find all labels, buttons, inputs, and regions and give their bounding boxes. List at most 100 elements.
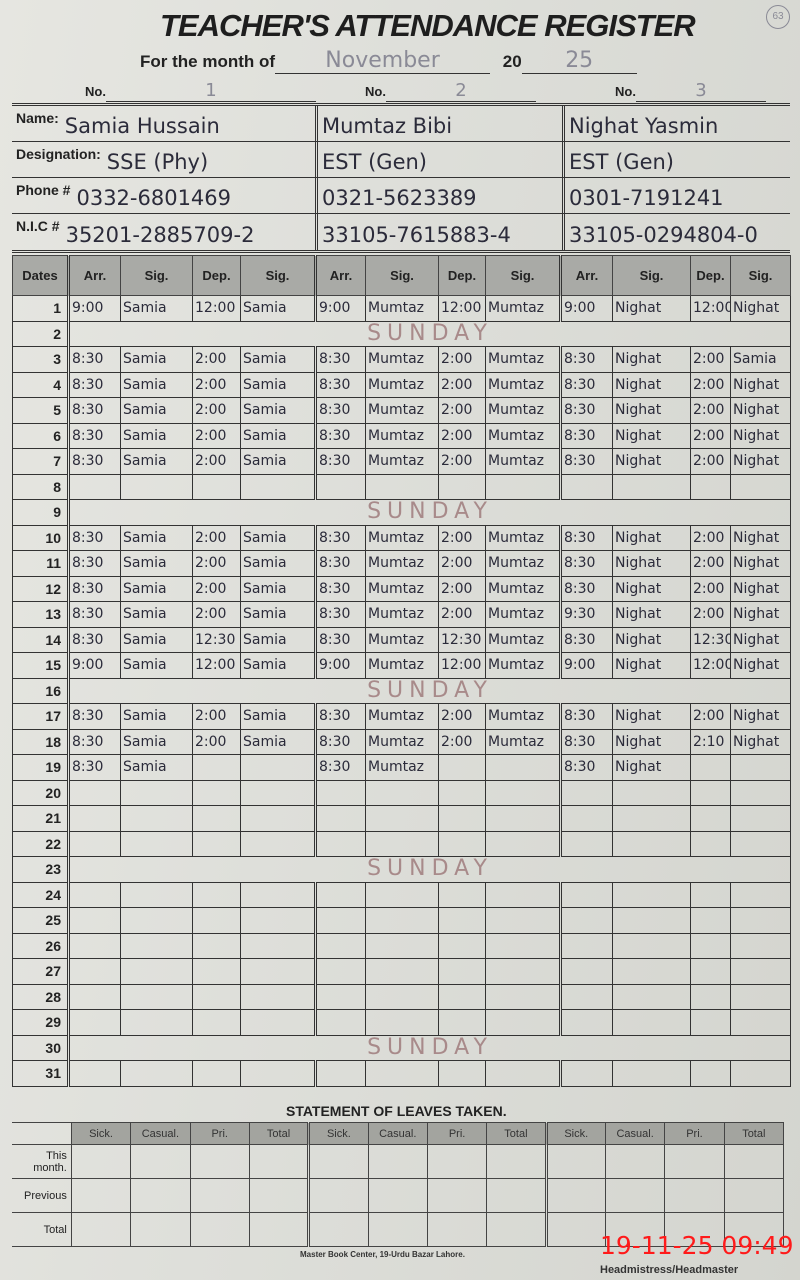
arrival-cell — [560, 1060, 613, 1087]
date-cell: 25 — [12, 907, 70, 934]
arrival-cell — [560, 932, 613, 959]
arrival-cell: 8:30 — [315, 371, 366, 398]
departure-cell: 2:00 — [192, 703, 241, 730]
departure-sig-cell — [485, 932, 562, 959]
phone-label: Phone # — [16, 182, 71, 198]
departure-sig-cell — [240, 958, 317, 985]
attendance-row: 11 8:30 Samia 2:00 Samia 8:30 Mumtaz 2:00 Mumtaz… — [12, 550, 791, 577]
attendance-row: 9 SUNDAY — [12, 499, 791, 526]
leave-cell — [545, 1144, 606, 1179]
arrival-cell: 8:30 — [68, 601, 121, 628]
date-cell: 6 — [12, 422, 70, 449]
leave-cell — [664, 1144, 725, 1179]
departure-sig-cell — [730, 1060, 791, 1087]
leave-cell — [367, 1212, 428, 1247]
info-row-nic: N.I.C # 35201-2885709-2 33105-7615883-4 331… — [12, 214, 790, 250]
departure-cell — [690, 1060, 731, 1087]
arrival-cell — [68, 779, 121, 806]
arrival-sig-cell: Samia — [120, 550, 193, 577]
arrival-sig-cell — [612, 881, 691, 908]
date-cell: 7 — [12, 448, 70, 475]
attendance-row: 6 8:30 Samia 2:00 Samia 8:30 Mumtaz 2:00 Mumtaz 8… — [12, 422, 791, 449]
arrival-cell — [68, 805, 121, 832]
departure-sig-cell: Nighat — [730, 575, 791, 602]
arrival-cell — [315, 1060, 366, 1087]
arrival-cell: 8:30 — [315, 422, 366, 449]
info-cell: EST (Gen) — [318, 142, 565, 177]
departure-sig-cell — [730, 830, 791, 857]
departure-cell: 2:00 — [192, 422, 241, 449]
info-cell: 0301-7191241 — [565, 178, 790, 213]
departure-sig-cell — [485, 1009, 562, 1036]
departure-cell — [438, 1060, 486, 1087]
leave-cell — [130, 1144, 191, 1179]
departure-cell — [438, 983, 486, 1010]
arrival-sig-cell: Samia — [120, 754, 193, 781]
teacher-name: Samia Hussain — [64, 114, 220, 138]
no-label: No. — [365, 84, 386, 99]
arrival-cell — [68, 830, 121, 857]
departure-cell — [438, 1009, 486, 1036]
departure-sig-cell: Samia — [240, 346, 317, 373]
departure-sig-cell — [240, 932, 317, 959]
teacher-phone: 0332-6801469 — [76, 186, 232, 210]
arrival-sig-cell — [120, 1009, 193, 1036]
leaves-table: Sick. Casual. Pri. Total Sick. Casual. Pri. Tot… — [12, 1122, 785, 1247]
departure-cell: 2:00 — [438, 397, 486, 424]
departure-sig-cell: Nighat — [730, 524, 791, 551]
column-header: Sig. — [485, 255, 562, 296]
arrival-sig-cell — [120, 805, 193, 832]
leave-cell — [70, 1144, 132, 1179]
date-cell: 9 — [12, 499, 70, 526]
teacher-phone: 0321-5623389 — [322, 186, 477, 210]
arrival-cell: 9:00 — [315, 652, 366, 679]
departure-sig-cell: Samia — [240, 575, 317, 602]
arrival-sig-cell: Nighat — [612, 754, 691, 781]
date-cell: 2 — [12, 320, 70, 347]
attendance-row: 1 9:00 Samia 12:00 Samia 9:00 Mumtaz 12:00 Mumta… — [12, 295, 791, 322]
arrival-sig-cell — [365, 907, 439, 934]
no-label: No. — [615, 84, 636, 99]
departure-cell — [690, 932, 731, 959]
arrival-sig-cell: Nighat — [612, 397, 691, 424]
info-cell: 33105-0294804-0 — [565, 214, 790, 250]
attendance-row: 17 8:30 Samia 2:00 Samia 8:30 Mumtaz 2:00 Mumtaz… — [12, 703, 791, 730]
info-row-designation: Designation: SSE (Phy) EST (Gen) EST (Gen) — [12, 142, 790, 178]
arrival-sig-cell: Mumtaz — [365, 652, 439, 679]
arrival-cell: 8:30 — [560, 422, 613, 449]
attendance-row: 25 — [12, 907, 791, 934]
arrival-cell: 8:30 — [315, 448, 366, 475]
departure-cell — [690, 958, 731, 985]
arrival-sig-cell: Mumtaz — [365, 448, 439, 475]
departure-cell — [438, 805, 486, 832]
date-cell: 4 — [12, 371, 70, 398]
leave-column-header: Casual. — [604, 1122, 666, 1145]
arrival-sig-cell — [120, 881, 193, 908]
arrival-cell — [315, 932, 366, 959]
arrival-sig-cell: Samia — [120, 397, 193, 424]
departure-cell: 2:00 — [192, 550, 241, 577]
departure-cell: 2:00 — [438, 703, 486, 730]
leave-cell — [308, 1178, 369, 1213]
departure-sig-cell — [240, 1009, 317, 1036]
departure-sig-cell: Samia — [240, 601, 317, 628]
column-header: Dep. — [192, 255, 241, 296]
arrival-sig-cell — [612, 473, 691, 500]
leaves-title: STATEMENT OF LEAVES TAKEN. — [286, 1103, 507, 1119]
info-cell: N.I.C # 35201-2885709-2 — [12, 214, 318, 250]
leave-cell — [130, 1178, 191, 1213]
departure-sig-cell: Mumtaz — [485, 448, 562, 475]
arrival-cell — [560, 805, 613, 832]
departure-cell: 2:00 — [690, 346, 731, 373]
leave-column-header: Casual. — [130, 1122, 191, 1145]
arrival-cell: 8:30 — [560, 550, 613, 577]
date-cell: 15 — [12, 652, 70, 679]
attendance-row: 21 — [12, 805, 791, 832]
arrival-sig-cell — [120, 830, 193, 857]
leave-cell — [367, 1144, 428, 1179]
arrival-sig-cell — [612, 932, 691, 959]
attendance-table: Dates Arr. Sig. Dep. Sig. Arr. Sig. Dep. Sig. Arr… — [12, 255, 791, 1087]
departure-sig-cell: Nighat — [730, 448, 791, 475]
arrival-sig-cell — [120, 983, 193, 1010]
arrival-cell: 8:30 — [315, 550, 366, 577]
